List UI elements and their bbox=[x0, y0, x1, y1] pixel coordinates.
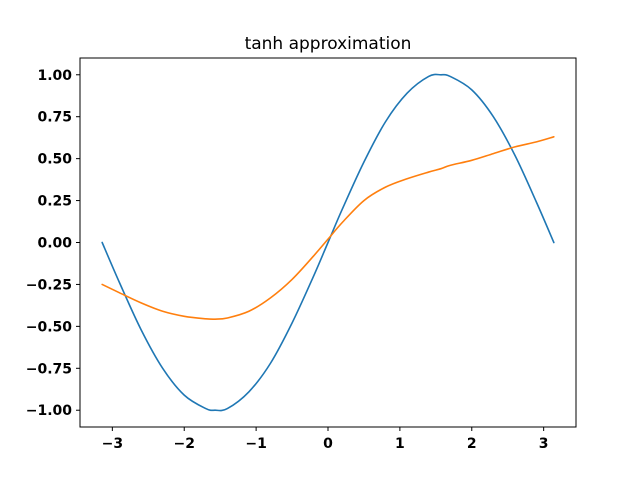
y-tick-label: 0.25 bbox=[37, 194, 72, 210]
x-tick-label: −3 bbox=[102, 436, 123, 452]
series-line-1 bbox=[101, 73, 555, 412]
axes-frame bbox=[79, 57, 577, 428]
y-tick-label: −0.75 bbox=[26, 361, 72, 377]
y-tick-label: −1.00 bbox=[26, 403, 73, 419]
x-tick-label: 0 bbox=[323, 436, 333, 452]
y-axis: 1.00 0.75 0.50 0.25 0.00 −0.25 −0.50 −0.75 −1.00 bbox=[26, 68, 80, 419]
series-line-2 bbox=[101, 136, 555, 321]
y-tick-label: 1.00 bbox=[37, 68, 72, 84]
x-tick-label: 1 bbox=[395, 436, 405, 452]
y-tick-label: 0.00 bbox=[37, 236, 72, 252]
x-tick-label: 2 bbox=[467, 436, 477, 452]
plot-series bbox=[101, 73, 555, 412]
y-tick-label: −0.50 bbox=[26, 319, 73, 335]
y-tick-label: 0.50 bbox=[37, 152, 72, 168]
x-tick-label: −1 bbox=[245, 436, 266, 452]
y-tick-label: −0.25 bbox=[26, 277, 72, 293]
y-tick-label: 0.75 bbox=[37, 110, 72, 126]
x-tick-label: 3 bbox=[539, 436, 549, 452]
x-axis: −3 −2 −1 0 1 2 3 bbox=[102, 427, 549, 452]
chart-title: tanh approximation bbox=[245, 34, 412, 54]
x-tick-label: −2 bbox=[173, 436, 194, 452]
